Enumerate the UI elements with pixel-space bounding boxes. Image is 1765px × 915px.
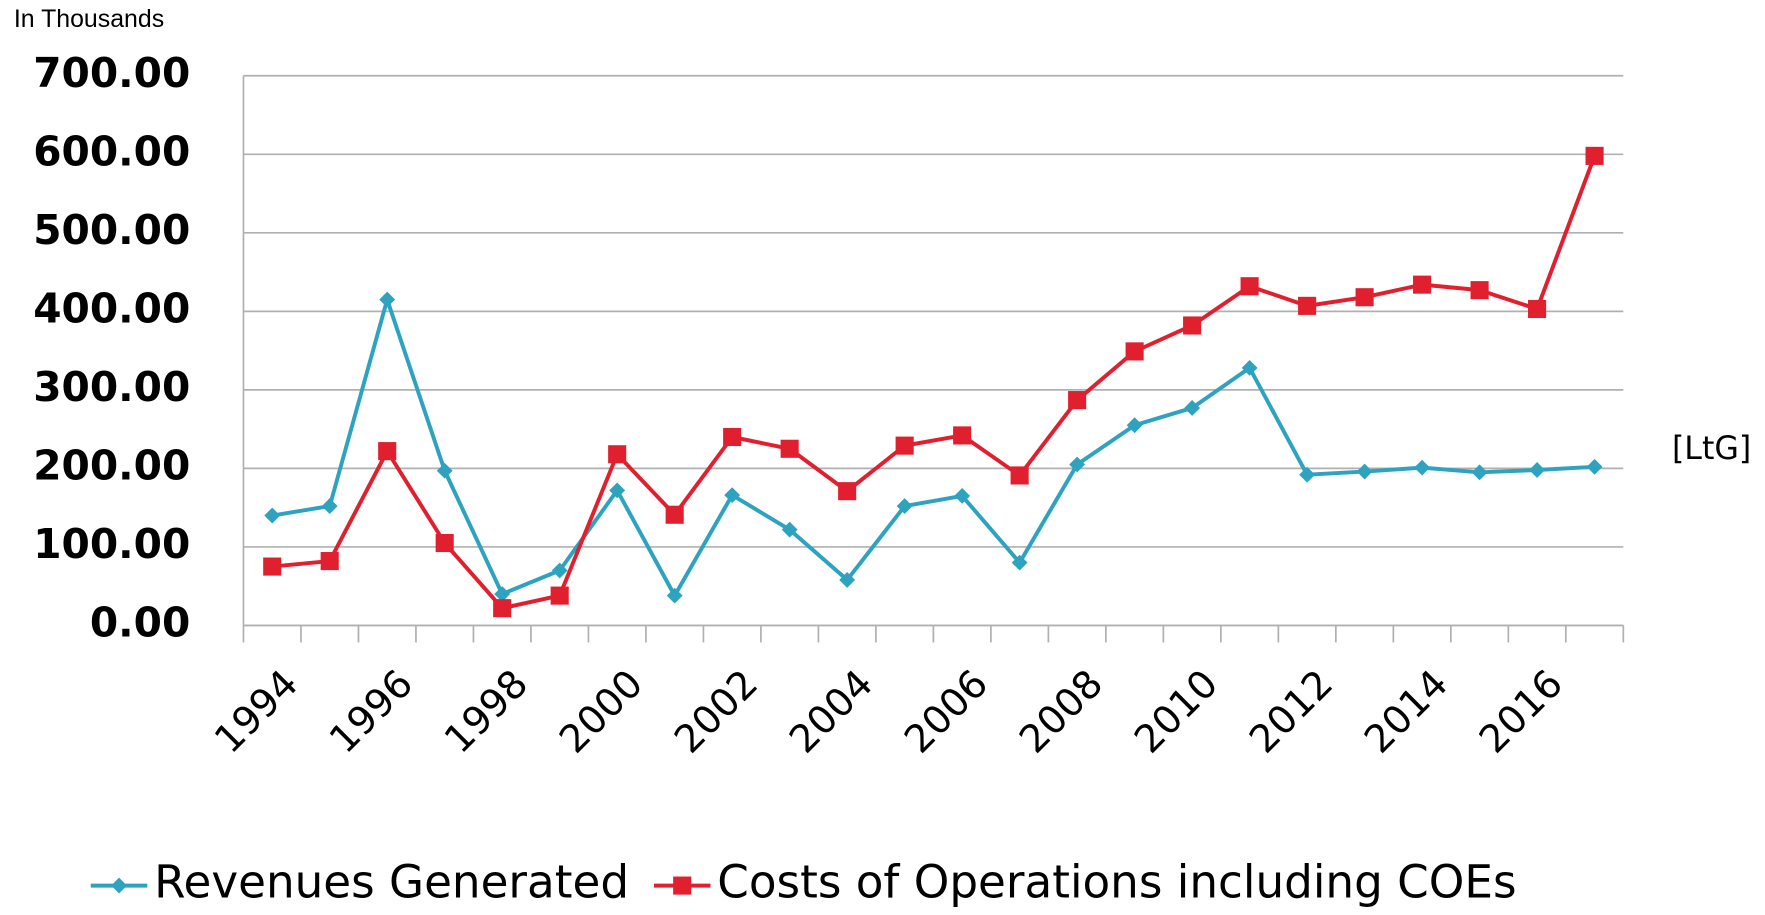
x-tick-label: 2014 — [1356, 661, 1457, 762]
y-tick-label: 0.00 — [90, 598, 190, 646]
marker — [494, 586, 511, 602]
marker — [838, 482, 857, 501]
y-tick-label: 200.00 — [33, 441, 190, 489]
x-tick-label: 1998 — [436, 661, 537, 762]
marker — [896, 498, 913, 515]
x-tick-label: 2002 — [666, 661, 767, 762]
marker — [673, 876, 692, 895]
marker — [1184, 400, 1201, 416]
marker — [263, 557, 282, 576]
marker — [1528, 299, 1547, 319]
marker — [493, 599, 512, 618]
marker — [1183, 316, 1202, 335]
y-tick-label: 100.00 — [33, 520, 190, 568]
marker — [1068, 391, 1087, 410]
marker — [1125, 342, 1144, 361]
marker — [839, 571, 856, 588]
marker — [321, 498, 338, 515]
marker — [724, 487, 741, 504]
marker — [264, 507, 281, 524]
marker — [1470, 281, 1489, 300]
legend-label: Costs of Operations including COEs — [717, 856, 1516, 909]
marker — [608, 445, 627, 464]
marker — [379, 291, 396, 308]
marker — [953, 426, 972, 445]
x-tick-label: 2006 — [896, 661, 997, 762]
side-note: [LtG] — [1672, 431, 1751, 467]
marker — [436, 462, 453, 479]
marker — [550, 586, 569, 605]
marker — [1240, 277, 1259, 296]
marker — [1126, 417, 1143, 434]
marker — [1529, 462, 1545, 478]
marker — [1471, 464, 1488, 481]
marker — [1069, 456, 1086, 473]
y-tick-label: 600.00 — [33, 127, 190, 175]
y-tick-label: 700.00 — [33, 49, 190, 97]
marker — [895, 436, 914, 455]
x-tick-label: 2012 — [1241, 661, 1342, 762]
marker — [780, 439, 799, 458]
x-tick-label: 2000 — [551, 661, 652, 762]
series-line — [271, 297, 1595, 598]
marker — [1413, 275, 1432, 294]
marker — [1355, 288, 1374, 307]
y-tick-label: 400.00 — [33, 284, 190, 332]
y-tick-label: 300.00 — [33, 363, 190, 411]
marker — [1585, 146, 1604, 165]
marker — [1010, 466, 1029, 485]
marker — [666, 587, 683, 604]
marker — [435, 533, 454, 553]
marker — [1298, 296, 1317, 315]
legend-label: Revenues Generated — [154, 856, 629, 909]
x-tick-label: 2008 — [1011, 661, 1112, 762]
marker — [378, 442, 397, 461]
marker — [551, 562, 568, 579]
x-tick-label: 2016 — [1471, 661, 1572, 762]
marker — [1586, 458, 1603, 475]
marker — [1414, 459, 1431, 476]
x-tick-label: 1994 — [206, 661, 307, 762]
x-tick-label: 2004 — [781, 661, 882, 762]
marker — [665, 505, 684, 524]
marker — [320, 552, 339, 571]
y-axis-label: In Thousands — [14, 5, 164, 33]
marker — [1356, 463, 1373, 480]
marker — [111, 877, 127, 894]
y-tick-label: 500.00 — [33, 206, 190, 254]
x-tick-label: 2010 — [1126, 661, 1227, 762]
marker — [723, 427, 742, 447]
series-line — [272, 155, 1597, 611]
x-tick-label: 1996 — [321, 661, 422, 762]
